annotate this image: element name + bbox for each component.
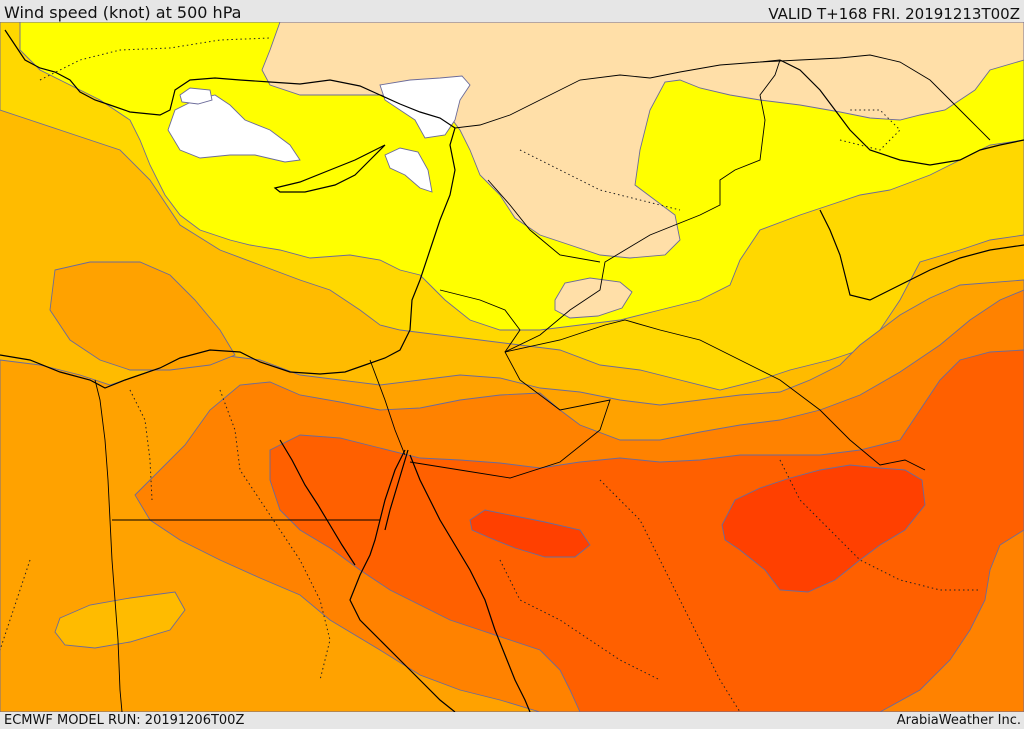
amber-patch-sw <box>54 591 186 649</box>
model-run: ECMWF MODEL RUN: 20191206T00Z <box>4 713 245 728</box>
valid-time: VALID T+168 FRI. 20191213T00Z <box>768 5 1020 23</box>
coastline-red-sea-east <box>409 454 531 712</box>
coastline-gulf-suez <box>279 439 356 566</box>
coastline-turkey <box>4 29 456 129</box>
band-red-orange <box>269 349 1024 712</box>
coastline-red-sea-west <box>349 449 456 712</box>
red-patch-east <box>721 464 926 593</box>
dotted-boundary-9 <box>499 559 661 681</box>
border-jordan <box>439 289 521 353</box>
border-iran-east <box>759 54 991 141</box>
orange-blob-west <box>49 261 236 371</box>
map-panel <box>0 22 1024 712</box>
map-title: Wind speed (knot) at 500 hPa <box>4 3 242 22</box>
header-bar: Wind speed (knot) at 500 hPa VALID T+168… <box>0 0 1024 23</box>
dotted-boundary-2 <box>219 389 331 681</box>
border-syria-iraq <box>487 179 601 263</box>
peach-patch <box>554 277 633 319</box>
dotted-boundary-8 <box>839 109 901 151</box>
footer-bar: ECMWF MODEL RUN: 20191206T00Z ArabiaWeat… <box>0 712 1024 729</box>
border-sinai <box>369 359 406 456</box>
border-saudi-north <box>409 319 926 479</box>
coastline-caspian <box>779 59 1024 166</box>
wind-speed-map <box>0 22 1024 712</box>
white-patch-2 <box>179 87 213 105</box>
red-patch-mid <box>469 509 591 558</box>
credit: ArabiaWeather Inc. <box>896 713 1021 728</box>
dotted-boundary-6 <box>39 37 271 81</box>
white-patch-3 <box>384 147 433 193</box>
dotted-boundary-3 <box>599 479 741 712</box>
coastline-persian-gulf <box>819 209 1024 301</box>
border-iraq <box>504 59 781 353</box>
border-syria-turkey <box>454 59 781 129</box>
coastline-north-africa <box>0 127 456 389</box>
coastline-gulf-aqaba <box>384 449 409 531</box>
border-egypt-libya <box>94 379 123 712</box>
dotted-boundary-5 <box>519 149 681 211</box>
coastline-cyprus <box>273 144 386 193</box>
